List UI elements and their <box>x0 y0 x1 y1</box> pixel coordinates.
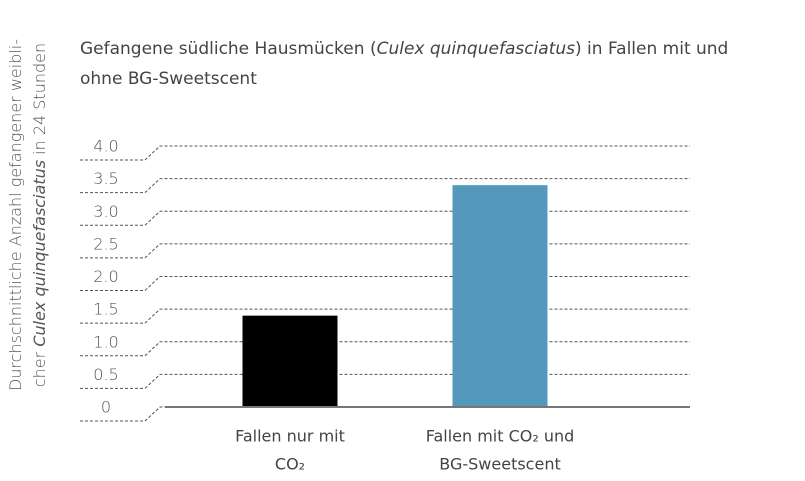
bar <box>452 185 548 407</box>
ylabel-part: cher <box>30 347 49 387</box>
grid-line <box>80 406 690 422</box>
grid-line <box>80 308 690 324</box>
title-part: ) in Fallen mit und <box>575 39 728 59</box>
grid-line <box>80 178 690 194</box>
ylabel-part: in 24 Stunden <box>30 43 49 160</box>
title-line: ohne BG-Sweetscent <box>80 69 257 89</box>
y-tick-label: 3.0 <box>93 202 118 221</box>
x-tick-label: Fallen mit CO₂ und <box>426 427 575 446</box>
ylabel-line: Durchschnittliche Anzahl gefangener weib… <box>6 39 25 391</box>
y-tick-label: 0.5 <box>93 365 118 384</box>
title-part: ohne BG-Sweetscent <box>80 69 257 89</box>
grid-line <box>80 373 690 389</box>
y-tick-label: 4.0 <box>93 137 118 156</box>
y-tick-label: 1.0 <box>93 332 118 351</box>
y-tick-label: 2.5 <box>93 234 118 253</box>
grid-line <box>80 145 690 161</box>
title-part: Gefangene südliche Hausmücken ( <box>80 39 377 59</box>
grid-line <box>80 243 690 259</box>
title-line: Gefangene südliche Hausmücken (Culex qui… <box>80 39 728 59</box>
grid-line <box>80 210 690 226</box>
ylabel-part: Culex quinquefasciatus <box>30 160 49 347</box>
x-tick-label: BG-Sweetscent <box>439 455 560 474</box>
x-tick-label: CO₂ <box>275 455 305 474</box>
y-tick-label: 2.0 <box>93 267 118 286</box>
x-tick-label: Fallen nur mit <box>235 427 345 446</box>
y-tick-label: 0 <box>101 398 111 417</box>
y-tick-label: 1.5 <box>93 300 118 319</box>
bar <box>242 315 338 407</box>
grid-line <box>80 341 690 357</box>
ylabel-part: Durchschnittliche Anzahl gefangener weib… <box>6 39 25 391</box>
ylabel-line: cher Culex quinquefasciatus in 24 Stunde… <box>30 43 49 387</box>
y-tick-label: 3.5 <box>93 169 118 188</box>
grid-line <box>80 276 690 291</box>
title-part: Culex quinquefasciatus <box>377 39 576 59</box>
